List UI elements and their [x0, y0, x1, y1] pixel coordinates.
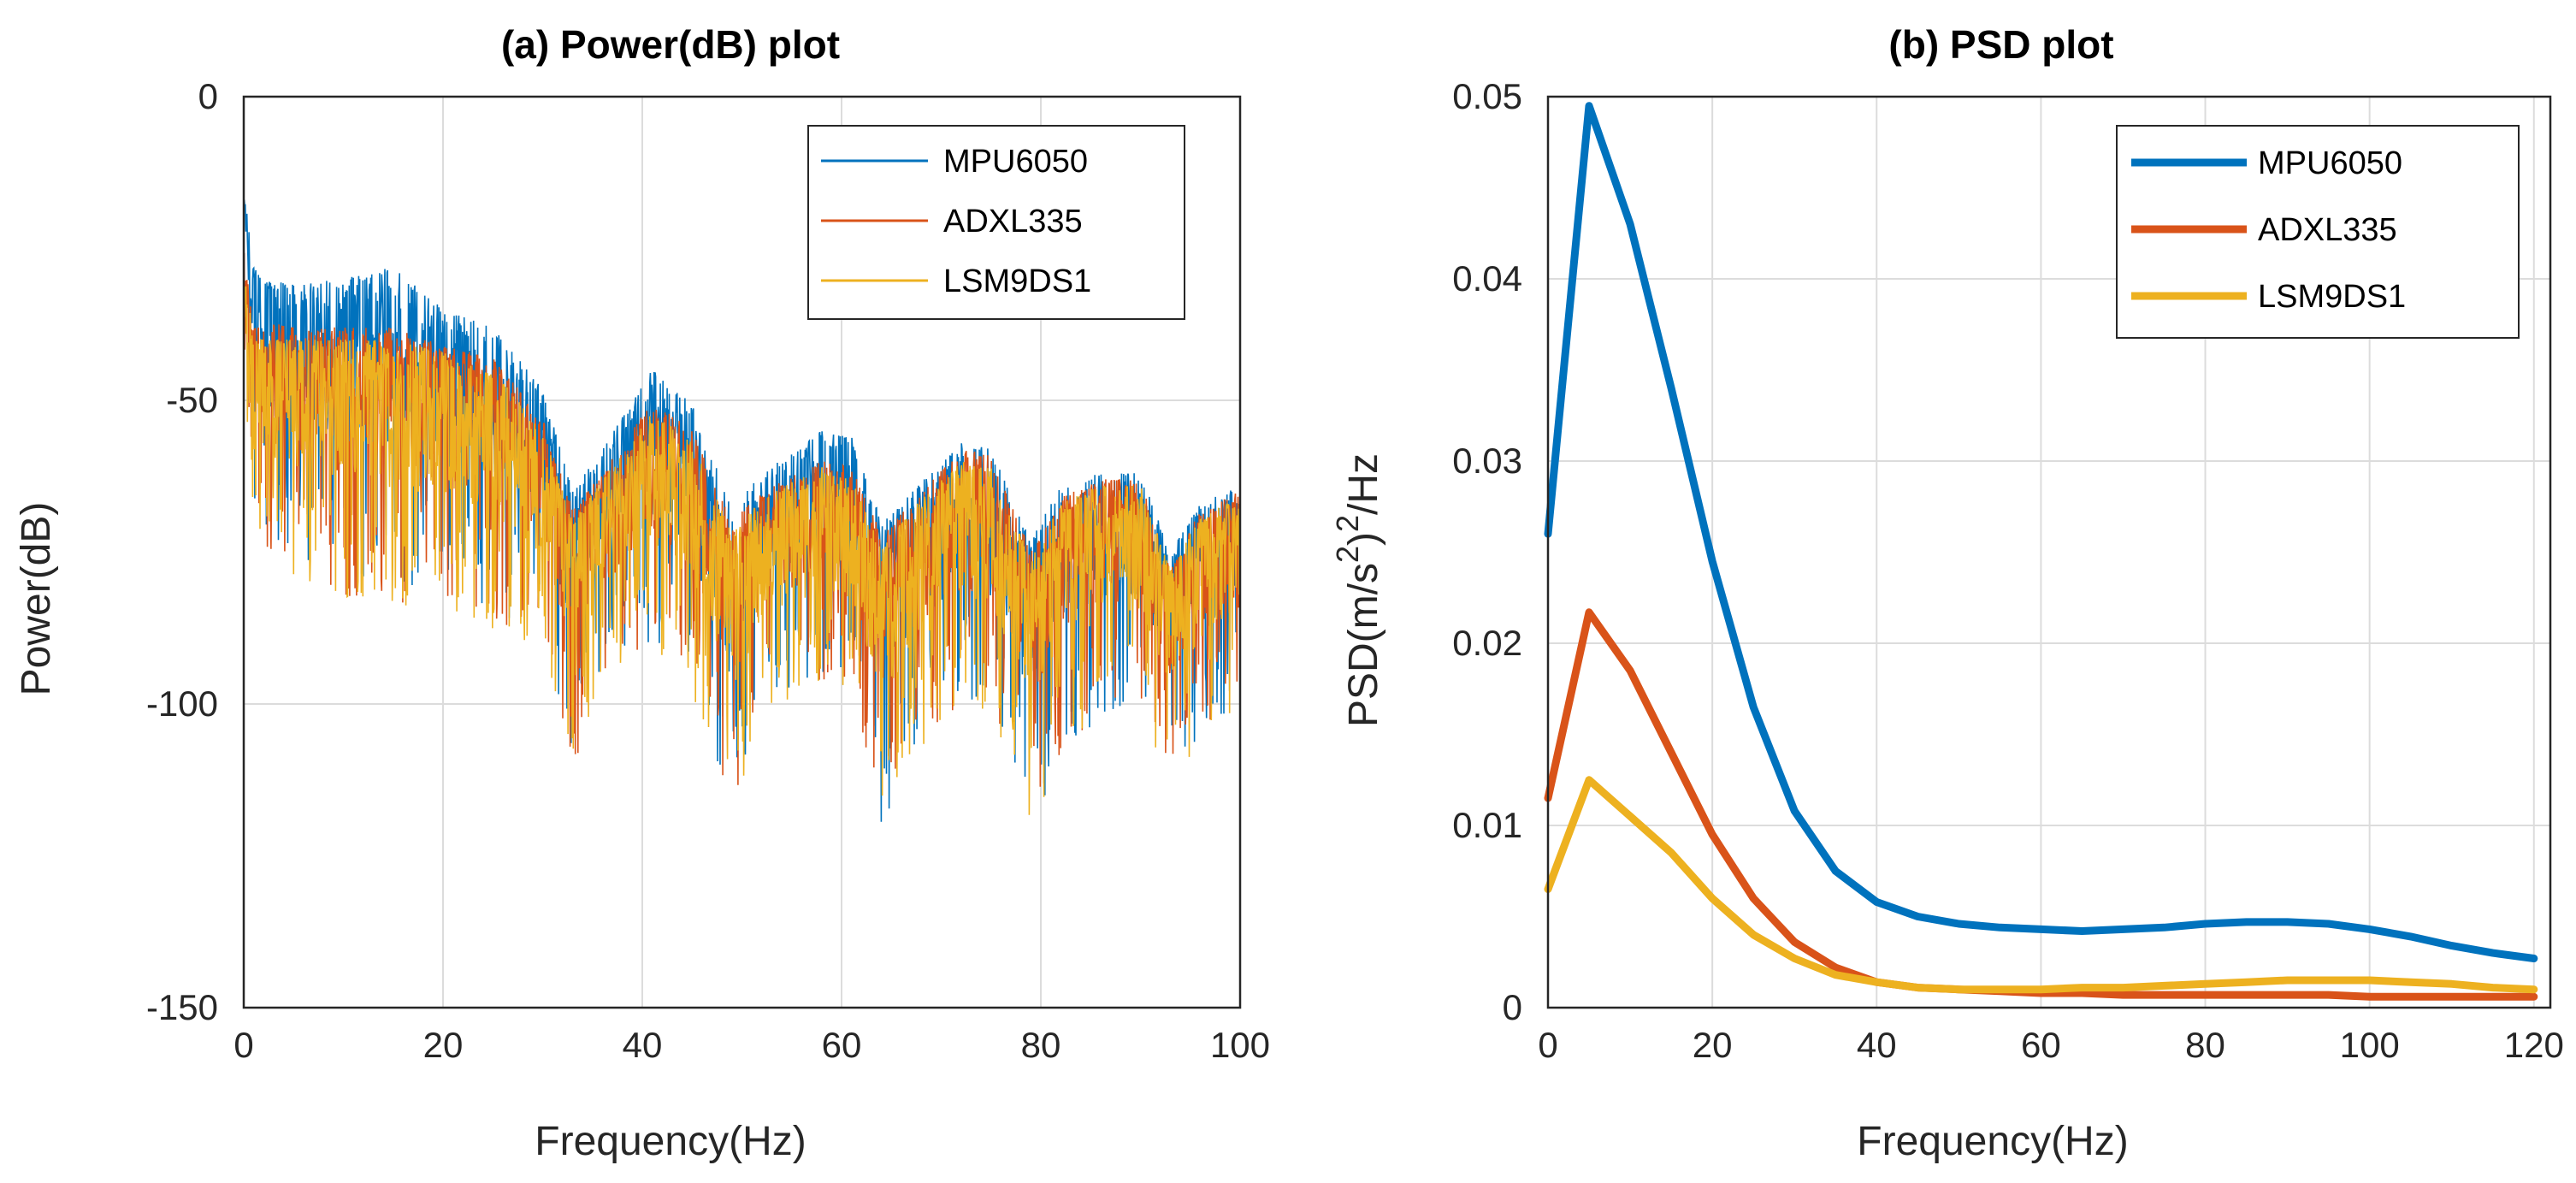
psd-y-tick-label: 0.02: [1452, 623, 1522, 663]
psd-ylabel-sup1: 2: [1330, 546, 1365, 563]
power-y-tick-label: -150: [146, 987, 218, 1027]
power-series-lsm9ds1: [243, 269, 1241, 815]
psd-y-tick-label: 0.01: [1452, 805, 1522, 845]
psd-y-tick-label: 0.03: [1452, 441, 1522, 481]
psd-y-tick-label: 0: [1503, 987, 1522, 1027]
power-y-tick-label: -100: [146, 683, 218, 724]
psd-ylabel-sup2: 2: [1330, 515, 1365, 532]
power-x-tick-label: 40: [623, 1025, 663, 1065]
power-plot-legend: MPU6050 ADXL335 LSM9DS1: [807, 125, 1185, 320]
power-plot-frame: [242, 95, 1242, 1009]
psd-legend-label: MPU6050: [2258, 145, 2402, 181]
psd-x-tick-label: 80: [2185, 1025, 2225, 1065]
power-plot-ylabel: Power(dB): [14, 502, 59, 696]
power-x-tick-label: 0: [233, 1025, 253, 1065]
psd-legend-label: ADXL335: [2258, 212, 2397, 248]
psd-ylabel-mid: ): [1341, 532, 1386, 546]
psd-x-tick-label: 40: [1857, 1025, 1897, 1065]
power-plot-ticks: 0 20 40 60 80 100 0 -50 -100 -150: [146, 76, 1270, 1065]
psd-x-tick-label: 0: [1538, 1025, 1557, 1065]
psd-panel: (b) PSD plot 0 20 40 60 80 100 120 0 0.01 0.02 0.0…: [1330, 22, 2564, 1164]
psd-plot-ticks: 0 20 40 60 80 100 120 0 0.01 0.02 0.03 0.04 0.05: [1452, 76, 2564, 1065]
psd-plot-series: [1544, 102, 2538, 1001]
psd-x-tick-label: 100: [2340, 1025, 2400, 1065]
power-x-tick-label: 80: [1021, 1025, 1061, 1065]
psd-legend-label: LSM9DS1: [2258, 279, 2406, 315]
power-plot-series: [243, 199, 1241, 822]
power-x-tick-label: 20: [423, 1025, 464, 1065]
power-x-tick-label: 100: [1210, 1025, 1270, 1065]
psd-ylabel-end: /Hz: [1341, 453, 1386, 515]
psd-ylabel-base: PSD(m/s: [1341, 563, 1386, 727]
power-legend-label: ADXL335: [943, 204, 1083, 240]
psd-x-tick-label: 20: [1693, 1025, 1733, 1065]
psd-series-mpu6050: [1544, 102, 2538, 962]
power-legend-box: [807, 125, 1185, 320]
psd-plot-title: (b) PSD plot: [1888, 22, 2113, 67]
psd-y-tick-label: 0.04: [1452, 258, 1522, 299]
power-plot-title: (a) Power(dB) plot: [501, 22, 840, 67]
psd-series-lsm9ds1: [1544, 776, 2538, 994]
psd-x-tick-label: 60: [2021, 1025, 2061, 1065]
psd-plot-legend: MPU6050 ADXL335 LSM9DS1: [2116, 125, 2520, 339]
power-x-tick-label: 60: [822, 1025, 862, 1065]
power-legend-label: LSM9DS1: [943, 263, 1091, 299]
power-y-tick-label: -50: [166, 380, 218, 420]
power-legend-label: MPU6050: [943, 144, 1088, 180]
psd-y-tick-label: 0.05: [1452, 76, 1522, 116]
psd-plot-xlabel: Frequency(Hz): [1857, 1119, 2128, 1164]
power-plot-xlabel: Frequency(Hz): [535, 1119, 806, 1164]
power-db-panel: (a) Power(dB) plot 0 20 40 60 80 100 0 -50 -100 -…: [14, 22, 1270, 1164]
psd-x-tick-label: 120: [2504, 1025, 2564, 1065]
psd-plot-ylabel: PSD(m/s2)2/Hz: [1330, 453, 1386, 727]
power-y-tick-label: 0: [198, 76, 218, 116]
psd-plot-frame: [1546, 95, 2552, 1009]
